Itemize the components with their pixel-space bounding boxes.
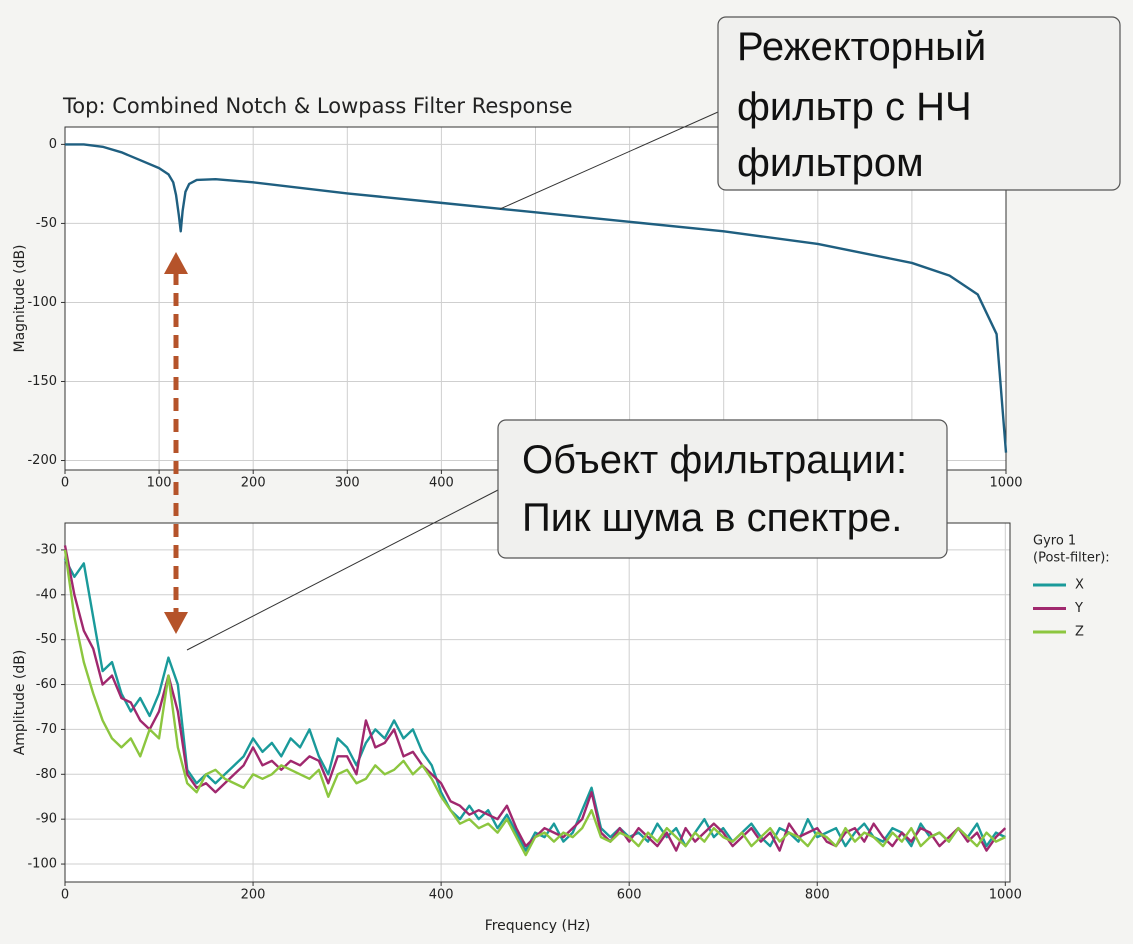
y-tick-label: -200 [27,453,57,468]
x-tick-label: 400 [429,476,454,491]
legend-title: (Post-filter): [1033,551,1110,566]
annotation-box [497,419,948,559]
x-tick-label: 1000 [989,888,1022,903]
y-tick-label: -100 [27,295,57,310]
annotation-arrow [164,252,188,634]
x-tick-label: 200 [241,476,266,491]
x-tick-label: 100 [147,476,172,491]
arrow-head [164,612,188,634]
x-axis-label: Frequency (Hz) [485,918,591,934]
y-tick-label: -50 [36,216,57,231]
annotation-box [717,16,1121,191]
legend-label: Z [1075,625,1084,640]
x-tick-label: 300 [335,476,360,491]
annotation-text: фильтром [737,141,924,185]
y-tick-label: -30 [36,542,57,557]
legend-label: X [1075,578,1084,593]
chart-title: Top: Combined Notch & Lowpass Filter Res… [62,94,573,118]
y-tick-label: -150 [27,374,57,389]
annotation-text: Пик шума в спектре. [522,496,902,540]
y-tick-label: -60 [36,677,57,692]
y-tick-label: -70 [36,722,57,737]
legend-label: Y [1074,601,1083,616]
annotation-text: Режекторный [737,25,986,69]
y-tick-label: -40 [36,587,57,602]
x-tick-label: 400 [429,888,454,903]
legend-title: Gyro 1 [1033,534,1076,549]
y-axis-label: Amplitude (dB) [12,650,28,756]
series-line [65,143,1008,453]
y-tick-label: -100 [27,857,57,872]
series-line [63,549,1006,857]
leader-line [499,111,719,210]
annotation-text: фильтр с НЧ [737,85,972,129]
annotation-text: Объект фильтрации: [522,438,907,482]
x-tick-label: 1000 [989,476,1022,491]
plot-area [65,523,1010,882]
x-tick-label: 200 [241,888,266,903]
arrow-head [164,252,188,274]
x-tick-label: 0 [61,888,69,903]
x-tick-label: 800 [805,888,830,903]
y-tick-label: -90 [36,812,57,827]
y-tick-label: -50 [36,632,57,647]
x-tick-label: 600 [617,888,642,903]
y-tick-label: 0 [49,137,57,152]
y-tick-label: -80 [36,767,57,782]
y-axis-label: Magnitude (dB) [12,244,28,352]
leader-line [186,489,499,651]
x-tick-label: 0 [61,476,69,491]
